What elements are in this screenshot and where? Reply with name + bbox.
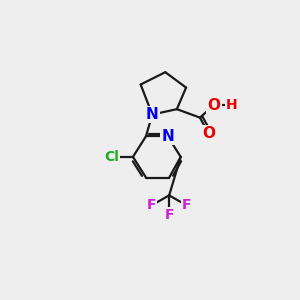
Text: N: N xyxy=(146,107,159,122)
Text: O: O xyxy=(203,126,216,141)
Text: F: F xyxy=(147,198,156,212)
Text: O: O xyxy=(207,98,220,113)
Text: F: F xyxy=(164,208,174,222)
Text: N: N xyxy=(161,129,174,144)
Text: H: H xyxy=(226,98,237,112)
Text: Cl: Cl xyxy=(104,150,119,164)
Text: F: F xyxy=(182,198,192,212)
